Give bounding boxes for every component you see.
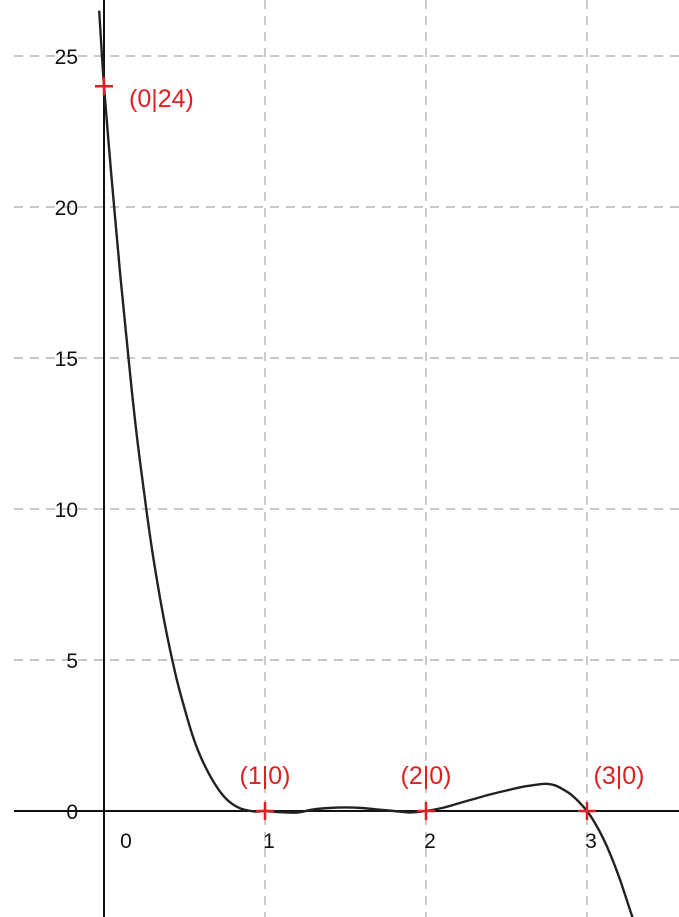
y-tick-label-15: 15	[55, 348, 78, 371]
x-tick-label-2: 2	[424, 830, 436, 853]
axes	[14, 0, 679, 917]
point-label: (3|0)	[594, 762, 645, 790]
grid-lines	[14, 0, 679, 917]
x-tick-label-1: 1	[263, 830, 275, 853]
point-label: (0|24)	[129, 85, 194, 113]
highlighted-points: (0|24) (1|0) (2|0) (3|0)	[95, 77, 644, 820]
function-curve	[98, 10, 634, 917]
point-2: (2|0)	[401, 762, 452, 820]
y-tick-label-0: 0	[66, 801, 78, 824]
y-tick-label-25: 25	[55, 46, 78, 69]
y-tick-label-10: 10	[55, 499, 78, 522]
y-tick-label-20: 20	[55, 197, 78, 220]
x-tick-label-0: 0	[120, 830, 132, 853]
x-tick-label-3: 3	[585, 830, 597, 853]
y-tick-label-5: 5	[66, 650, 78, 673]
point-1: (1|0)	[240, 762, 291, 820]
point-3: (3|0)	[578, 762, 644, 820]
point-0: (0|24)	[95, 77, 194, 113]
point-label: (1|0)	[240, 762, 291, 790]
point-label: (2|0)	[401, 762, 452, 790]
tick-labels: 0 1 2 3 0 5 10 15 20 25	[55, 46, 597, 853]
